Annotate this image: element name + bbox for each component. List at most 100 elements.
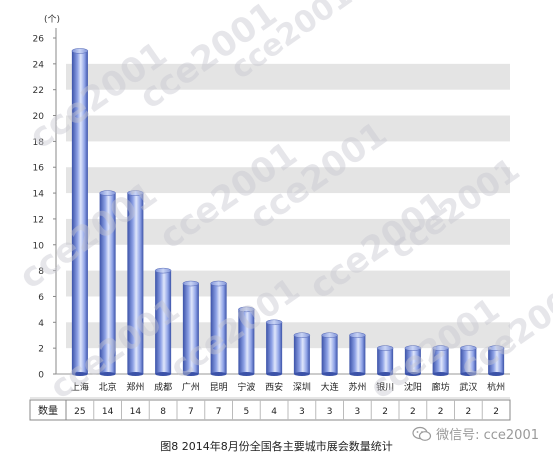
y-tick-label: 2 xyxy=(38,345,44,355)
data-value-label: 2 xyxy=(466,407,472,417)
data-table-border xyxy=(29,399,511,421)
category-label: 银川 xyxy=(376,381,394,393)
category-label: 昆明 xyxy=(210,382,228,393)
bar-苏州 xyxy=(349,335,366,374)
bar-深圳 xyxy=(293,335,310,374)
bar-cap xyxy=(321,332,338,338)
bar-cap xyxy=(210,280,227,287)
y-unit-label: (个) xyxy=(44,14,60,25)
bar-base xyxy=(432,372,449,376)
bar-cap xyxy=(265,319,283,326)
category-label: 大连 xyxy=(321,381,339,393)
bar-cap xyxy=(154,267,172,274)
bar-cap xyxy=(127,190,144,196)
bar-cap xyxy=(71,48,89,54)
y-tick-label: 14 xyxy=(33,190,45,200)
data-table-row-label: 数量 xyxy=(38,404,58,417)
bar-成都 xyxy=(155,270,172,374)
grid-band xyxy=(66,63,510,90)
data-value-label: 5 xyxy=(244,407,250,417)
data-value-label: 3 xyxy=(299,407,305,417)
y-tick-label: 8 xyxy=(38,267,44,277)
bar-cap xyxy=(293,332,311,338)
bar-base xyxy=(238,372,255,376)
category-label: 沈阳 xyxy=(404,381,422,393)
bar-cap xyxy=(487,345,505,351)
y-tick-label: 16 xyxy=(33,164,45,174)
bar-base xyxy=(460,372,477,376)
bar-北京 xyxy=(99,193,116,374)
bar-base xyxy=(155,372,172,376)
y-tick-label: 6 xyxy=(38,293,44,303)
bar-base xyxy=(127,372,144,376)
bar-base xyxy=(321,372,338,376)
bar-base xyxy=(266,372,283,376)
wechat-text: 微信号: cce2001 xyxy=(436,428,539,443)
bar-base xyxy=(377,372,394,376)
bar-cap xyxy=(376,345,394,351)
data-value-label: 3 xyxy=(355,407,361,417)
data-value-label: 25 xyxy=(74,407,85,417)
data-value-label: 3 xyxy=(327,407,333,417)
data-value-label: 4 xyxy=(271,407,277,417)
data-value-label: 7 xyxy=(216,407,222,417)
bar-cap xyxy=(349,332,366,338)
bar-上海 xyxy=(71,50,88,375)
chart-title: 图8 2014年8月份全国各主要城市展会数量统计 xyxy=(160,440,393,453)
data-value-label: 7 xyxy=(188,407,194,417)
data-value-label: 2 xyxy=(382,407,388,417)
category-label: 西安 xyxy=(265,381,283,393)
bar-base xyxy=(210,372,227,376)
category-label: 成都 xyxy=(154,381,172,393)
y-tick-label: 10 xyxy=(33,241,45,251)
bar-郑州 xyxy=(127,193,144,374)
bar-base xyxy=(99,372,116,376)
grid-band xyxy=(66,167,510,194)
bar-宁波 xyxy=(238,309,255,374)
grid-band xyxy=(66,115,510,142)
category-label: 郑州 xyxy=(126,381,144,393)
bar-廊坊 xyxy=(432,348,449,374)
bar-cap xyxy=(460,345,477,351)
category-label: 宁波 xyxy=(237,381,255,393)
bar-base xyxy=(293,372,310,376)
bar-沈阳 xyxy=(404,348,421,374)
y-tick-label: 18 xyxy=(33,138,45,148)
category-label: 深圳 xyxy=(293,382,311,393)
y-tick-label: 26 xyxy=(33,35,45,45)
data-value-label: 2 xyxy=(438,407,444,417)
wechat-icon xyxy=(412,426,432,441)
category-label: 杭州 xyxy=(487,381,505,393)
data-value-label: 2 xyxy=(410,407,416,417)
bar-cap xyxy=(182,280,200,287)
bar-cap xyxy=(432,345,449,351)
category-label: 广州 xyxy=(182,381,200,393)
y-tick-label: 0 xyxy=(38,371,44,381)
category-label: 武汉 xyxy=(459,381,477,393)
y-tick-label: 24 xyxy=(33,60,45,70)
bar-base xyxy=(349,372,366,376)
bar-大连 xyxy=(321,335,338,374)
bar-base xyxy=(182,372,199,376)
y-tick-label: 22 xyxy=(33,86,44,96)
category-label: 北京 xyxy=(99,381,117,393)
y-tick-label: 4 xyxy=(38,319,44,329)
data-value-label: 2 xyxy=(493,407,499,417)
bar-武汉 xyxy=(460,348,477,374)
bar-base xyxy=(71,372,88,376)
data-value-label: 14 xyxy=(130,407,142,417)
bar-银川 xyxy=(377,348,394,374)
bar-西安 xyxy=(266,322,283,374)
bar-base xyxy=(488,372,505,376)
category-label: 上海 xyxy=(71,381,89,393)
category-label: 廊坊 xyxy=(432,381,450,393)
y-tick-label: 12 xyxy=(33,215,44,225)
category-label: 苏州 xyxy=(348,381,366,393)
y-tick-label: 20 xyxy=(33,112,45,122)
bar-杭州 xyxy=(488,348,505,374)
bar-广州 xyxy=(182,283,199,374)
bar-base xyxy=(404,372,421,376)
bar-cap xyxy=(99,190,116,196)
